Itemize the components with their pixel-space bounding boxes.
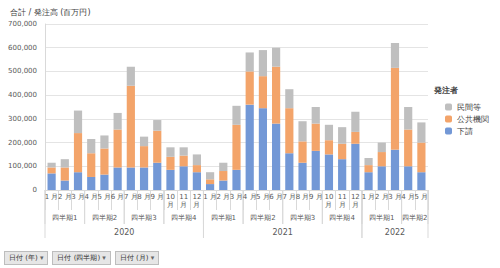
svg-text:月: 月 — [352, 201, 359, 209]
svg-text:1 月: 1 月 — [203, 193, 217, 201]
svg-text:2 月: 2 月 — [216, 193, 230, 201]
svg-text:2021: 2021 — [273, 228, 293, 237]
svg-text:500,000: 500,000 — [8, 67, 37, 75]
svg-text:11: 11 — [338, 193, 347, 201]
svg-text:400,000: 400,000 — [8, 91, 37, 99]
svg-text:4 月: 4 月 — [243, 193, 257, 201]
svg-text:12: 12 — [351, 193, 360, 201]
svg-text:四半期1: 四半期1 — [369, 214, 394, 222]
svg-text:四半期3: 四半期3 — [131, 214, 156, 222]
svg-text:0: 0 — [33, 186, 37, 194]
svg-text:10: 10 — [166, 193, 175, 201]
html-text:日付 (月): 日付 (月) — [119, 254, 149, 262]
svg-text:四半期2: 四半期2 — [92, 214, 117, 222]
svg-text:2 月: 2 月 — [375, 193, 389, 201]
svg-text:700,000: 700,000 — [8, 20, 37, 28]
svg-text:8 月: 8 月 — [296, 193, 310, 201]
svg-text:7 月: 7 月 — [282, 193, 296, 201]
html-text:日付 (年): 日付 (年) — [9, 254, 38, 262]
svg-text:4 月: 4 月 — [401, 193, 415, 201]
svg-text:4 月: 4 月 — [84, 193, 98, 201]
svg-text:四半期1: 四半期1 — [52, 214, 77, 222]
svg-text:11: 11 — [179, 193, 188, 201]
svg-text:600,000: 600,000 — [8, 44, 37, 52]
svg-text:1 月: 1 月 — [362, 193, 376, 201]
svg-text:四半期2: 四半期2 — [402, 214, 427, 222]
svg-text:300,000: 300,000 — [8, 115, 37, 123]
svg-text:7 月: 7 月 — [124, 193, 138, 201]
svg-text:200,000: 200,000 — [8, 139, 37, 147]
svg-text:9 月: 9 月 — [150, 193, 164, 201]
svg-text:月: 月 — [167, 201, 174, 209]
svg-text:3 月: 3 月 — [71, 193, 85, 201]
svg-text:発注者: 発注者 — [433, 86, 458, 95]
svg-text:四半期3: 四半期3 — [290, 214, 315, 222]
svg-text:合計 / 発注高 (百万円): 合計 / 発注高 (百万円) — [10, 8, 91, 17]
svg-text:2 月: 2 月 — [58, 193, 72, 201]
svg-text:6 月: 6 月 — [269, 193, 283, 201]
svg-text:民間等: 民間等 — [457, 103, 481, 112]
svg-text:2020: 2020 — [114, 228, 134, 237]
svg-text:5 月: 5 月 — [256, 193, 270, 201]
svg-text:3 月: 3 月 — [388, 193, 402, 201]
svg-text:3 月: 3 月 — [230, 193, 244, 201]
svg-text:10: 10 — [324, 193, 333, 201]
svg-text:月: 月 — [325, 201, 332, 209]
svg-text:8 月: 8 月 — [137, 193, 151, 201]
html-text:日付 (四半期): 日付 (四半期) — [57, 254, 101, 262]
svg-text:四半期1: 四半期1 — [211, 214, 236, 222]
svg-text:四半期4: 四半期4 — [329, 214, 355, 222]
svg-text:月: 月 — [339, 201, 346, 209]
svg-text:2022: 2022 — [385, 228, 405, 237]
svg-text:四半期2: 四半期2 — [250, 214, 275, 222]
svg-text:1 月: 1 月 — [45, 193, 59, 201]
svg-text:6 月: 6 月 — [111, 193, 125, 201]
svg-text:9 月: 9 月 — [309, 193, 323, 201]
svg-text:公共機関: 公共機関 — [457, 115, 489, 124]
svg-text:四半期4: 四半期4 — [171, 214, 197, 222]
svg-text:12: 12 — [192, 193, 201, 201]
svg-text:100,000: 100,000 — [8, 162, 37, 170]
svg-text:下請: 下請 — [457, 127, 473, 136]
svg-text:月: 月 — [180, 201, 187, 209]
svg-text:5 月: 5 月 — [415, 193, 429, 201]
svg-text:月: 月 — [193, 201, 200, 209]
svg-text:5 月: 5 月 — [98, 193, 112, 201]
